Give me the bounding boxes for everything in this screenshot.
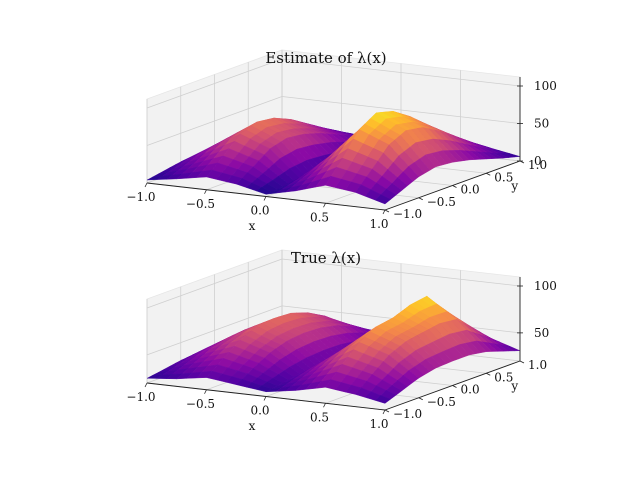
y-tick-label: 1.0 [528, 158, 547, 172]
y-tick [519, 360, 525, 364]
y-tick-label: −0.5 [427, 195, 456, 209]
chart-panel-1: −1.0 −0.5 0.0 0.5 1.0−1.0−0.50.00.51.0050100… [126, 49, 556, 233]
surface [146, 111, 521, 205]
y-tick-label: −1.0 [393, 207, 422, 221]
x-axis-label: x [249, 219, 256, 233]
gridline [281, 58, 521, 87]
y-tick-label: −1.0 [393, 407, 422, 421]
x-tick [323, 403, 326, 408]
y-tick [384, 209, 390, 213]
x-tick [382, 209, 386, 215]
y-axis-label: y [510, 179, 518, 193]
x-tick [144, 182, 148, 188]
z-tick-label: 50 [534, 117, 549, 131]
x-tick [204, 189, 207, 194]
gridline [281, 258, 521, 287]
gridline [146, 305, 283, 356]
y-tick [486, 372, 491, 376]
x-tick-label: −0.5 [186, 197, 215, 211]
x-tick-label: −1.0 [126, 390, 155, 404]
y-tick [452, 185, 457, 188]
y-tick-label: 0.5 [494, 170, 513, 184]
y-tick [418, 397, 423, 401]
x-tick-label: 1.0 [369, 217, 388, 231]
x-tick [263, 196, 267, 201]
z-tick-label: 0 [534, 154, 542, 168]
gridline [146, 96, 283, 146]
y-tick-label: 0.5 [494, 370, 513, 384]
x-tick-label: 0.5 [310, 210, 329, 224]
y-tick-label: −0.5 [427, 395, 456, 409]
y-tick [452, 385, 457, 388]
y-tick-label: 1.0 [528, 358, 547, 372]
chart-title: Estimate of λ(x) [265, 49, 386, 67]
gridline [146, 258, 283, 309]
y-tick-label: 0.0 [461, 383, 480, 397]
x-tick [382, 409, 386, 415]
x-tick-label: 1.0 [369, 417, 388, 431]
z-tick-label: 50 [534, 326, 549, 340]
y-tick [418, 197, 423, 201]
x-tick-label: 0.5 [310, 410, 329, 424]
x-tick-label: 0.0 [250, 204, 269, 218]
x-tick [144, 382, 148, 388]
y-tick-label: 0.0 [461, 183, 480, 197]
gridline [281, 96, 521, 124]
y-tick [384, 409, 390, 413]
x-tick [323, 203, 326, 208]
x-tick-label: −1.0 [126, 190, 155, 204]
x-tick-label: −0.5 [186, 397, 215, 411]
surface [146, 295, 521, 404]
surface-patch [374, 395, 392, 404]
x-tick-label: 0.0 [250, 404, 269, 418]
y-tick [486, 172, 491, 176]
x-axis-label: x [249, 419, 256, 433]
x-tick [204, 389, 207, 394]
gridline [146, 58, 283, 109]
surface-patch [374, 194, 391, 205]
z-tick-label: 100 [534, 79, 557, 93]
chart-title: True λ(x) [291, 249, 361, 267]
x-tick [263, 396, 267, 401]
chart-panel-2: −1.0 −0.5 0.0 0.5 1.0 −1.0 −0.5 0.0 0.5 1.0 50 100 x… [126, 249, 556, 433]
y-axis-label: y [510, 379, 518, 393]
z-tick-label: 100 [534, 279, 557, 293]
